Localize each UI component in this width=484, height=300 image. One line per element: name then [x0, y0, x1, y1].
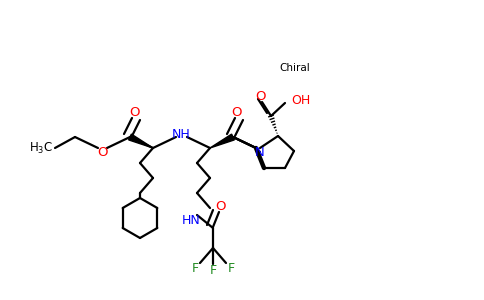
Text: F: F [192, 262, 198, 275]
Text: O: O [215, 200, 225, 214]
Text: NH: NH [172, 128, 190, 140]
Text: F: F [210, 265, 216, 278]
Text: O: O [97, 146, 107, 158]
Polygon shape [210, 134, 234, 148]
Text: HN: HN [182, 214, 200, 226]
Text: OH: OH [291, 94, 310, 106]
Text: O: O [129, 106, 139, 119]
Text: N: N [255, 146, 265, 158]
Text: H$_3$C: H$_3$C [29, 140, 53, 155]
Text: O: O [255, 89, 265, 103]
Text: O: O [232, 106, 242, 119]
Polygon shape [129, 134, 153, 148]
Text: Chiral: Chiral [280, 63, 310, 73]
Text: F: F [227, 262, 235, 275]
